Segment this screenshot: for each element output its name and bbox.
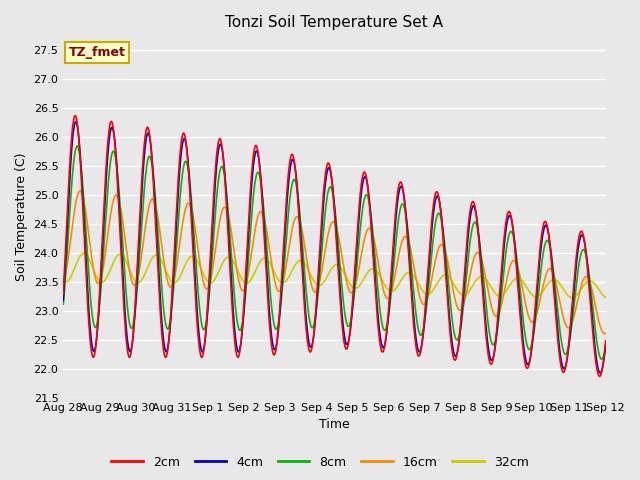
- Title: Tonzi Soil Temperature Set A: Tonzi Soil Temperature Set A: [225, 15, 444, 30]
- Y-axis label: Soil Temperature (C): Soil Temperature (C): [15, 153, 28, 281]
- X-axis label: Time: Time: [319, 419, 350, 432]
- Text: TZ_fmet: TZ_fmet: [68, 46, 125, 59]
- Legend: 2cm, 4cm, 8cm, 16cm, 32cm: 2cm, 4cm, 8cm, 16cm, 32cm: [106, 451, 534, 474]
